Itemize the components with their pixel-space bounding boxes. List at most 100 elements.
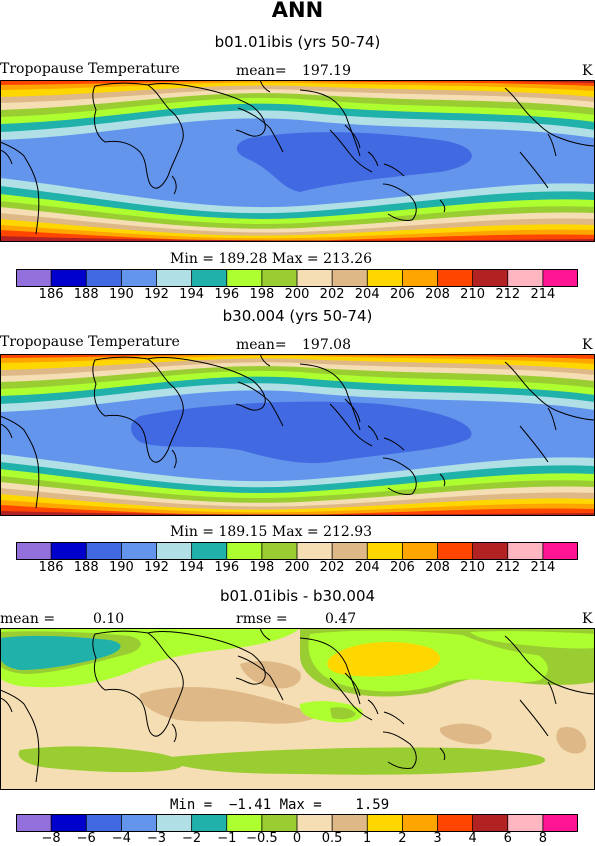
colorbar-swatch [86, 269, 122, 287]
colorbar-swatch [437, 814, 473, 832]
colorbar-swatch [402, 542, 438, 560]
colorbar-swatch [332, 269, 368, 287]
cb3-tick-label: 4 [468, 831, 477, 846]
cb3-tick-label: −4 [111, 831, 131, 846]
cb1-tick-label: 186 [38, 287, 64, 302]
colorbar-swatch [16, 814, 52, 832]
cb2-tick-label: 202 [319, 560, 345, 575]
colorbar-swatch [507, 269, 544, 287]
colorbar-swatch [191, 269, 228, 287]
cb1-tick-label: 198 [249, 287, 275, 302]
colorbar-swatch [472, 269, 509, 287]
page-title: ANN [271, 0, 324, 22]
colorbar-swatch [402, 269, 438, 287]
cb2-tick-label: 204 [354, 560, 380, 575]
colorbar-swatch [507, 542, 544, 560]
cb2-tick-label: 206 [389, 560, 415, 575]
cb2-tick-label: 186 [38, 560, 64, 575]
colorbar-swatch [507, 814, 544, 832]
cb3-tick-label: 3 [433, 831, 442, 846]
cb3-tick-label: −6 [76, 831, 96, 846]
panel-3-map [0, 628, 595, 790]
cb3-tick-label: −3 [146, 831, 167, 846]
panel-3-rmse-value: 0.47 [325, 611, 357, 627]
colorbar-swatch [261, 269, 298, 287]
cb3-tick-label: 1 [363, 831, 372, 846]
panel-3-contour-fill [0, 628, 595, 790]
cb1-tick-label: 188 [73, 287, 99, 302]
colorbar-swatch [16, 269, 52, 287]
panel-1-mean-label: mean= [236, 63, 287, 79]
colorbar-swatch [437, 269, 473, 287]
panel-2-coastlines [0, 354, 595, 509]
colorbar-swatch [542, 814, 578, 832]
panel-1-colorbar-labels: 186 188 190 192 194 196 198 200 202 204 … [16, 287, 578, 303]
panel-3-mean-label: mean = [0, 611, 56, 627]
cb1-tick-label: 202 [319, 287, 345, 302]
panel-2-mean-value: 197.08 [302, 337, 351, 353]
panel-1-title: b01.01ibis (yrs 50-74) [214, 33, 381, 51]
colorbar-swatch [16, 542, 52, 560]
colorbar-swatch [367, 269, 403, 287]
colorbar-swatch [121, 542, 157, 560]
panel-3-range-text: Min = −1.41 Max = 1.59 [170, 797, 390, 813]
cb1-tick-label: 208 [425, 287, 450, 302]
panel-2-mean-label: mean= [236, 337, 287, 353]
cb2-tick-label: 208 [425, 560, 450, 575]
panel-3-mean-value: 0.10 [93, 611, 125, 627]
colorbar-swatch [121, 814, 157, 832]
colorbar-swatch [191, 542, 228, 560]
colorbar-swatch [261, 542, 298, 560]
colorbar-swatch [156, 542, 192, 560]
panel-1-range-text: Min = 189.28 Max = 213.26 [170, 251, 373, 267]
colorbar-swatch [156, 814, 192, 832]
cb3-tick-label: 0 [292, 831, 302, 846]
colorbar-swatch [226, 542, 263, 560]
colorbar-border [16, 542, 578, 560]
cb1-tick-label: 210 [460, 287, 486, 302]
colorbar-swatch [86, 814, 122, 832]
panel-2-range-text: Min = 189.15 Max = 212.93 [170, 524, 373, 540]
panel-2-colorbar-labels: 186 188 190 192 194 196 198 200 202 204 … [16, 560, 578, 576]
colorbar-border [16, 269, 578, 287]
cb3-tick-label: 8 [538, 831, 548, 846]
panel-1-coastlines [0, 80, 595, 235]
panel-2-units: K [582, 337, 593, 353]
colorbar-swatch [542, 542, 578, 560]
panel-2-variable-label: Tropopause Temperature [0, 334, 180, 350]
cb2-tick-label: 190 [108, 560, 134, 575]
cb3-tick-label: −0.5 [246, 831, 278, 846]
colorbar-swatch [402, 814, 438, 832]
panel-3-colorbar-labels: −8 −6 −4 −3 −2 −1 −0.5 0 0.5 1 2 3 4 6 8 [16, 831, 578, 846]
cb3-tick-label: −8 [41, 831, 61, 846]
panel-1-map [0, 80, 595, 242]
cb1-tick-label: 194 [179, 287, 205, 302]
panel-1-units: K [582, 63, 593, 79]
colorbar-swatch [297, 269, 333, 287]
panel-3-colorbar [16, 814, 578, 832]
colorbar-swatch [332, 542, 368, 560]
colorbar-swatch [86, 542, 122, 560]
colorbar-swatch [51, 814, 87, 832]
colorbar-swatch [367, 542, 403, 560]
cb3-tick-label: −1 [217, 831, 237, 846]
panel-1-colorbar [16, 269, 578, 287]
cb1-tick-label: 212 [495, 287, 521, 302]
colorbar-swatch [226, 814, 263, 832]
cb1-tick-label: 200 [284, 287, 310, 302]
cb1-tick-label: 190 [108, 287, 134, 302]
cb2-tick-label: 212 [495, 560, 521, 575]
cb1-tick-label: 204 [354, 287, 380, 302]
colorbar-swatch [472, 814, 509, 832]
cb1-tick-label: 214 [530, 287, 556, 302]
panel-1-variable-label: Tropopause Temperature [0, 61, 180, 77]
cb3-tick-label: 6 [503, 831, 512, 846]
colorbar-swatch [437, 542, 473, 560]
colorbar-swatch [261, 814, 298, 832]
panel-1-mean-value: 197.19 [302, 63, 351, 79]
colorbar-swatch [226, 269, 263, 287]
cb1-tick-label: 196 [214, 287, 240, 302]
cb2-tick-label: 192 [144, 560, 169, 575]
colorbar-swatch [332, 814, 368, 832]
cb2-tick-label: 200 [284, 560, 310, 575]
